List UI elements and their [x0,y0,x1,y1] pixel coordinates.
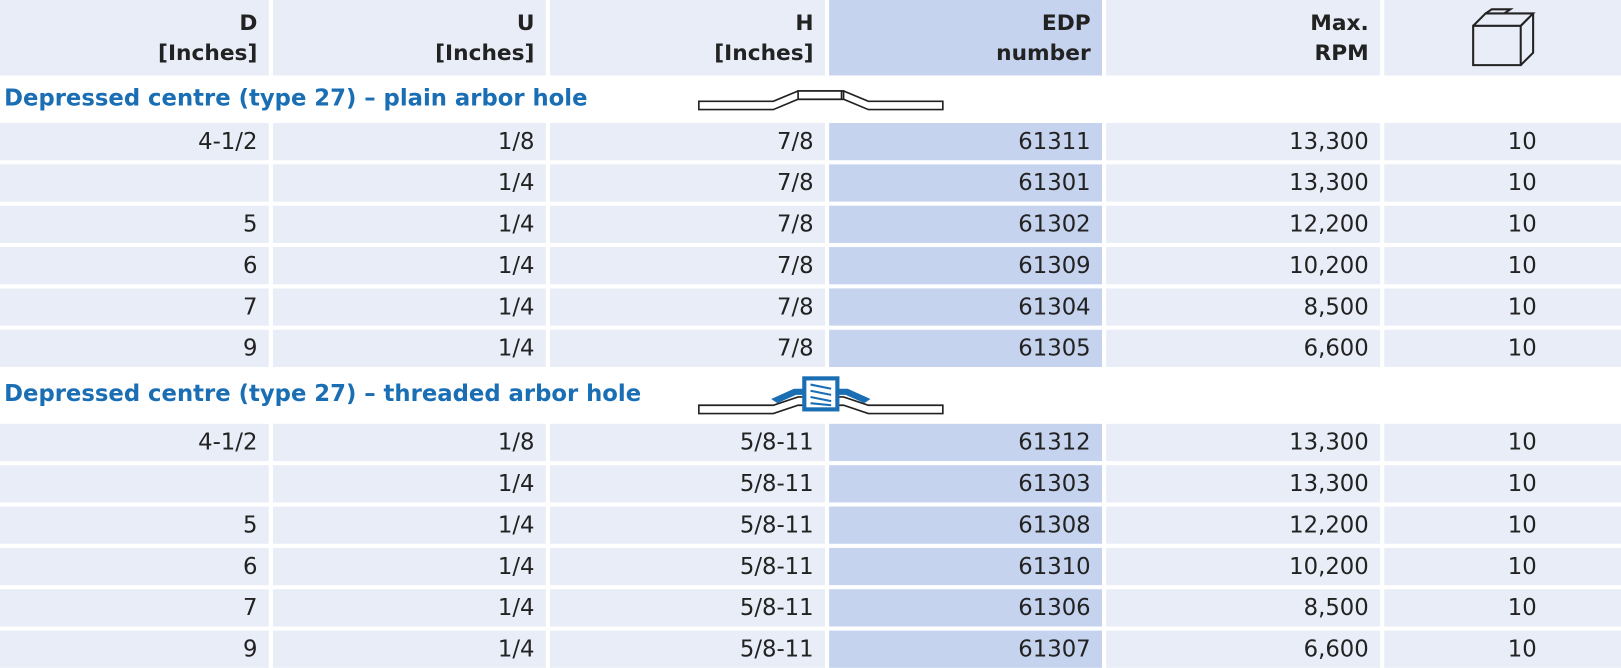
table-cell: 61303 [829,465,1103,503]
table-cell: 7/8 [549,329,825,367]
table-cell: 10 [1384,423,1621,462]
table-cell: 5 [0,205,269,243]
table-cell: 4-1/2 [0,423,269,462]
table-cell [0,465,269,503]
table-cell: 1/4 [272,506,546,544]
table-cell: 13,300 [1106,123,1381,161]
header-text: [Inches] [158,39,258,65]
table-cell: 10 [1384,247,1621,285]
header-cell: U [Inches] [272,0,546,76]
header-cell: H [Inches] [549,0,825,76]
table-cell: 1/4 [272,547,546,586]
table-cell: 6,600 [1106,630,1381,668]
table-cell: 1/4 [272,164,546,202]
table-cell: 61307 [829,630,1103,668]
table-cell: 13,300 [1106,423,1381,462]
table-cell: 1/4 [272,288,546,326]
table-cell: 7 [0,589,269,627]
table-cell: 10 [1384,288,1621,326]
table-cell: 7/8 [549,288,825,326]
box-icon [1471,7,1536,66]
table-cell: 9 [0,630,269,668]
table-cell: 61310 [829,547,1103,586]
table-cell: 10,200 [1106,247,1381,285]
section-title: Depressed centre (type 27) – plain arbor… [4,85,588,112]
disc-plain-icon [698,90,944,111]
header-text: D [239,9,258,35]
header-cell: Max. RPM [1106,0,1381,76]
table-cell: 7/8 [549,123,825,161]
table-cell: 10 [1384,465,1621,503]
table-cell: 5/8-11 [549,465,825,503]
table-cell: 61302 [829,205,1103,243]
table-cell: 8,500 [1106,589,1381,627]
table-cell: 7/8 [549,247,825,285]
table-cell: 4-1/2 [0,123,269,161]
table-cell: 13,300 [1106,164,1381,202]
table-cell: 8,500 [1106,288,1381,326]
header-text: EDP [1041,9,1091,35]
table-cell: 7/8 [549,205,825,243]
table-cell: 1/4 [272,205,546,243]
table-cell: 61311 [829,123,1103,161]
table-cell: 10 [1384,123,1621,161]
table-cell: 61305 [829,329,1103,367]
table-cell: 10 [1384,329,1621,367]
table-cell: 5/8-11 [549,423,825,462]
header-cell [1384,0,1621,76]
table-cell: 10 [1384,630,1621,668]
table-cell: 1/4 [272,589,546,627]
table-cell: 1/4 [272,630,546,668]
table-cell: 61306 [829,589,1103,627]
header-text: Max. [1310,9,1369,35]
table-cell: 10 [1384,589,1621,627]
table-cell [0,164,269,202]
header-cell: D [Inches] [0,0,269,76]
section-title: Depressed centre (type 27) – threaded ar… [4,381,642,408]
table-cell: 6,600 [1106,329,1381,367]
table-cell: 10 [1384,547,1621,586]
table-cell: 6 [0,547,269,586]
table-cell: 1/4 [272,329,546,367]
table-cell: 5/8-11 [549,589,825,627]
table-cell: 13,300 [1106,465,1381,503]
table-cell: 61308 [829,506,1103,544]
table-cell: 10 [1384,164,1621,202]
table-cell: 61309 [829,247,1103,285]
table-cell: 1/4 [272,247,546,285]
header-text: RPM [1314,39,1369,65]
header-text: U [516,9,535,35]
table-cell: 12,200 [1106,205,1381,243]
table-cell: 1/8 [272,123,546,161]
disc-threaded-icon [698,376,944,415]
table-cell: 1/4 [272,465,546,503]
header-text: [Inches] [714,39,814,65]
table-cell: 10 [1384,506,1621,544]
header-text: H [795,9,814,35]
table-cell: 61312 [829,423,1103,462]
table-cell: 61301 [829,164,1103,202]
table-cell: 12,200 [1106,506,1381,544]
header-text: number [996,39,1091,65]
table-cell: 5/8-11 [549,506,825,544]
table-cell: 7/8 [549,164,825,202]
table-cell: 61304 [829,288,1103,326]
header-cell: EDP number [829,0,1103,76]
table-cell: 5/8-11 [549,547,825,586]
header-text: [Inches] [435,39,535,65]
table-cell: 6 [0,247,269,285]
table-cell: 10 [1384,205,1621,243]
table-cell: 7 [0,288,269,326]
table-cell: 10,200 [1106,547,1381,586]
table-cell: 1/8 [272,423,546,462]
table-cell: 5/8-11 [549,630,825,668]
table-cell: 9 [0,329,269,367]
table-cell: 5 [0,506,269,544]
